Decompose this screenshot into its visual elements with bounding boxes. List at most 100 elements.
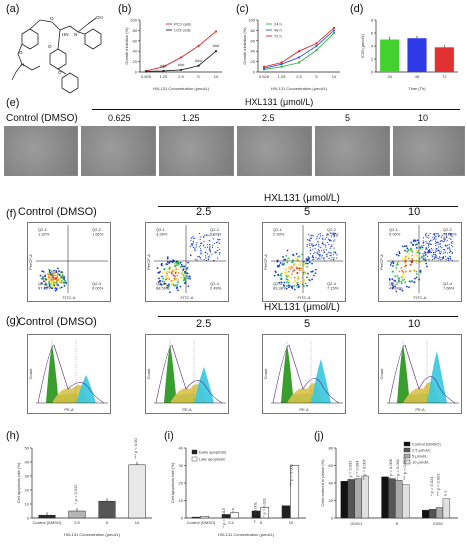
facs-dot	[174, 275, 177, 277]
facs-dot	[449, 250, 452, 253]
facs-dot	[168, 267, 171, 270]
g-dose-2: 10	[408, 318, 421, 330]
f-dose-1: 5	[304, 206, 311, 218]
j-bar	[388, 478, 396, 519]
b-xlabel: HXL131 Concentration (μmol/L)	[153, 86, 210, 91]
h-bar	[98, 500, 116, 519]
facs-dot	[425, 262, 428, 265]
facs-dot	[321, 250, 323, 252]
facs-dot	[306, 258, 308, 260]
facs-dot	[389, 264, 392, 266]
i-legend-label: Late apoptosis	[199, 457, 225, 462]
d-y-tick-label: 4	[371, 44, 374, 49]
i-x-tick-label: 2.5	[228, 520, 234, 525]
facs-dot	[318, 244, 320, 246]
facs-dot	[442, 252, 444, 254]
facs-dot	[199, 245, 202, 247]
c-point	[297, 61, 301, 64]
c-point	[280, 61, 283, 64]
facs-dot	[290, 273, 293, 275]
facs-dot	[306, 243, 308, 246]
c-point	[332, 29, 336, 32]
facs-dot	[310, 270, 313, 273]
facs-dot	[297, 277, 300, 280]
facs-dot	[428, 237, 430, 239]
i-legend-swatch	[191, 449, 198, 455]
f-dose-2: 10	[408, 206, 421, 218]
facs-dot	[182, 279, 185, 282]
flow-cytometry-plot-10: Q2-15.06% Q2-237.48% Q2-349.80% Q2-47.66% FI…	[378, 222, 462, 302]
facs-dot	[397, 277, 400, 280]
facs-dot	[413, 281, 416, 283]
facs-dot	[285, 275, 288, 278]
facs-dot	[168, 284, 170, 287]
facs-dot	[58, 281, 61, 284]
microscopy-image-10	[393, 126, 465, 176]
facs-dot	[293, 269, 296, 272]
c-x-tick-label: 5	[315, 74, 318, 79]
j-legend-label: 5 μmol/L	[412, 454, 428, 459]
panel-label-b: (b)	[118, 3, 132, 15]
facs-dot	[54, 285, 56, 288]
facs-dot	[306, 262, 309, 265]
facs-dot	[427, 244, 430, 246]
facs-dot	[53, 269, 56, 272]
b-point	[162, 69, 165, 73]
facs-dot	[159, 270, 161, 273]
facs-dot	[401, 279, 404, 282]
facs-dot	[422, 258, 424, 260]
b-annotation: ###	[195, 58, 202, 63]
facs-dot	[443, 240, 445, 242]
facs-dot	[57, 267, 59, 270]
facs-dot	[292, 259, 295, 262]
facs-dot	[314, 247, 316, 250]
j-annotation: *** p < 0.001	[402, 457, 407, 480]
facs-x-label: FITC-A	[298, 295, 311, 300]
cycle-g1-peak	[40, 345, 78, 403]
facs-dot	[199, 256, 201, 259]
facs-dot	[168, 278, 171, 281]
facs-dot	[415, 246, 418, 249]
facs-dot	[325, 244, 327, 246]
facs-dot	[303, 279, 306, 282]
cycle-y-label: Count	[379, 368, 384, 380]
b-ylabel: Growth inhibition (%)	[124, 27, 129, 65]
cycle-x-label: PE-A	[182, 407, 192, 412]
facs-dot	[447, 247, 449, 249]
facs-dot	[49, 272, 52, 275]
facs-dot	[288, 266, 290, 269]
facs-dot	[414, 244, 417, 247]
facs-dot	[404, 245, 406, 247]
facs-dot	[47, 273, 50, 275]
b-x-tick-label: 0.625	[141, 74, 152, 79]
g-dose-0: 2.5	[196, 318, 212, 330]
facs-dot	[398, 279, 400, 281]
facs-dot	[200, 258, 202, 260]
h-xlabel: HXL131 Concentration (μmol/L)	[64, 532, 121, 537]
facs-dot	[316, 235, 318, 238]
facs-dot	[406, 285, 408, 288]
facs-dot	[301, 276, 304, 279]
j-annotation: *** p < 0.001	[436, 473, 441, 496]
panel-label-j: (j)	[314, 430, 324, 442]
facs-dot	[287, 270, 290, 273]
facs-dot	[296, 281, 299, 284]
facs-dot	[312, 244, 315, 247]
panel-label-i: (i)	[164, 430, 174, 442]
facs-dot	[297, 267, 300, 270]
facs-dot	[212, 234, 215, 236]
facs-dot	[284, 271, 286, 274]
facs-quadrant-name: Q2-4	[443, 281, 453, 286]
facs-dot	[419, 247, 422, 250]
facs-dot	[168, 271, 171, 274]
facs-dot	[177, 272, 180, 274]
facs-quadrant-value: 7.15%	[327, 286, 339, 291]
svg-text:OH: OH	[96, 15, 103, 20]
facs-dot	[45, 279, 48, 282]
facs-dot	[200, 252, 202, 254]
facs-dot	[287, 257, 290, 260]
d-xlabel: Time (Th)	[408, 86, 426, 91]
facs-x-label: FITC-A	[181, 295, 194, 300]
facs-quadrant-value: 5.06%	[389, 232, 401, 237]
